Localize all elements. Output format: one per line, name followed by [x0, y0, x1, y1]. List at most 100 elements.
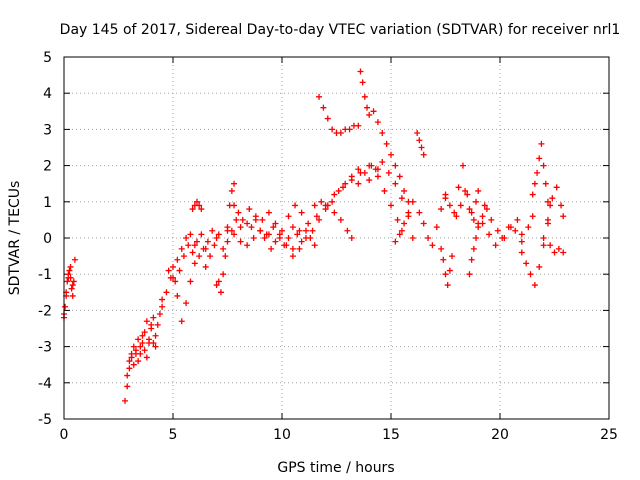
data-point [529, 191, 536, 198]
series-arc-19.2-21.5 [479, 213, 536, 249]
data-point [187, 231, 194, 238]
data-point [366, 177, 373, 184]
data-point [547, 242, 554, 249]
data-point [374, 119, 381, 126]
data-point [409, 235, 416, 241]
data-point [514, 216, 521, 223]
series-arc-13.5-15.5-down [355, 162, 405, 234]
data-point [268, 245, 275, 252]
data-point [296, 245, 303, 252]
data-point [124, 372, 131, 379]
series-arc-15.2-16.5-low [392, 198, 416, 245]
x-tick-label: 20 [491, 427, 509, 443]
data-point [222, 253, 229, 260]
data-point [420, 220, 427, 227]
data-point [294, 231, 301, 238]
data-point [289, 245, 296, 252]
data-point [69, 282, 76, 289]
data-point [457, 202, 464, 209]
data-point [279, 227, 285, 234]
series-arc-7.8-9.5 [231, 202, 272, 241]
data-point [180, 253, 187, 260]
data-point [414, 130, 421, 137]
data-point [420, 151, 427, 158]
data-point [464, 191, 471, 198]
data-point [183, 300, 190, 307]
data-point [220, 245, 227, 252]
data-point [68, 285, 75, 292]
data-point [202, 263, 209, 270]
data-point [527, 271, 534, 278]
data-point [135, 336, 142, 343]
series-arc-9.5-11.5 [268, 224, 318, 252]
data-point [231, 180, 238, 187]
data-point [126, 365, 133, 372]
data-point [418, 144, 425, 151]
series-arc-18.6-19.4-dip [466, 220, 482, 278]
data-point [231, 231, 238, 238]
data-point [244, 242, 251, 249]
data-point [394, 216, 401, 223]
series-arc-2.9-4.2 [124, 321, 159, 379]
series-arc-11.5-13.2-hump [311, 198, 355, 241]
data-point [409, 198, 416, 205]
data-point [141, 347, 148, 354]
data-point [298, 238, 305, 245]
y-tick-label: 2 [43, 159, 52, 175]
data-point [357, 68, 364, 75]
data-point [152, 343, 159, 350]
data-point [257, 227, 264, 234]
x-tick-label: 0 [60, 427, 69, 443]
data-point [302, 227, 309, 234]
y-tick-label: -5 [38, 412, 52, 428]
data-point [355, 122, 362, 129]
data-point [392, 180, 399, 187]
data-point [398, 195, 405, 202]
data-point [538, 140, 545, 147]
data-point [470, 216, 477, 223]
data-point [313, 213, 320, 220]
data-point [512, 227, 519, 234]
data-point [523, 260, 530, 267]
data-point [355, 166, 362, 173]
data-point [220, 271, 227, 278]
data-point [213, 235, 220, 241]
data-point [272, 220, 279, 227]
data-point [132, 350, 139, 357]
data-point [374, 173, 381, 180]
data-point [473, 198, 480, 205]
data-point [329, 126, 336, 133]
data-point [534, 169, 541, 176]
data-point [468, 209, 475, 216]
data-point [130, 343, 137, 350]
data-point [364, 104, 371, 111]
data-point [337, 216, 344, 223]
data-point [401, 187, 408, 194]
data-point [540, 242, 547, 249]
data-point [366, 111, 373, 118]
data-point [544, 216, 551, 223]
data-point [211, 242, 218, 249]
x-tick-label: 10 [273, 427, 291, 443]
series-arc-16.3-17.5 [416, 191, 449, 249]
data-point [189, 249, 196, 256]
y-tick-label: 0 [43, 231, 52, 247]
data-point [298, 209, 305, 216]
data-point [276, 231, 283, 238]
data-point [67, 274, 74, 281]
data-point [137, 343, 144, 350]
data-point [316, 216, 323, 223]
data-point [470, 245, 477, 252]
data-point [185, 242, 192, 249]
data-point [198, 231, 205, 238]
data-point [178, 318, 185, 325]
data-point [344, 227, 351, 234]
chart-title: Day 145 of 2017, Sidereal Day-to-day VTE… [60, 22, 621, 38]
data-point [320, 104, 327, 111]
data-point [479, 220, 486, 227]
y-axis-tick-labels: -5 -4 -3 -2 -1 0 1 2 3 4 5 [38, 50, 52, 428]
data-point [442, 195, 449, 202]
data-point [239, 216, 246, 223]
data-point [438, 245, 445, 252]
data-point [170, 263, 176, 270]
